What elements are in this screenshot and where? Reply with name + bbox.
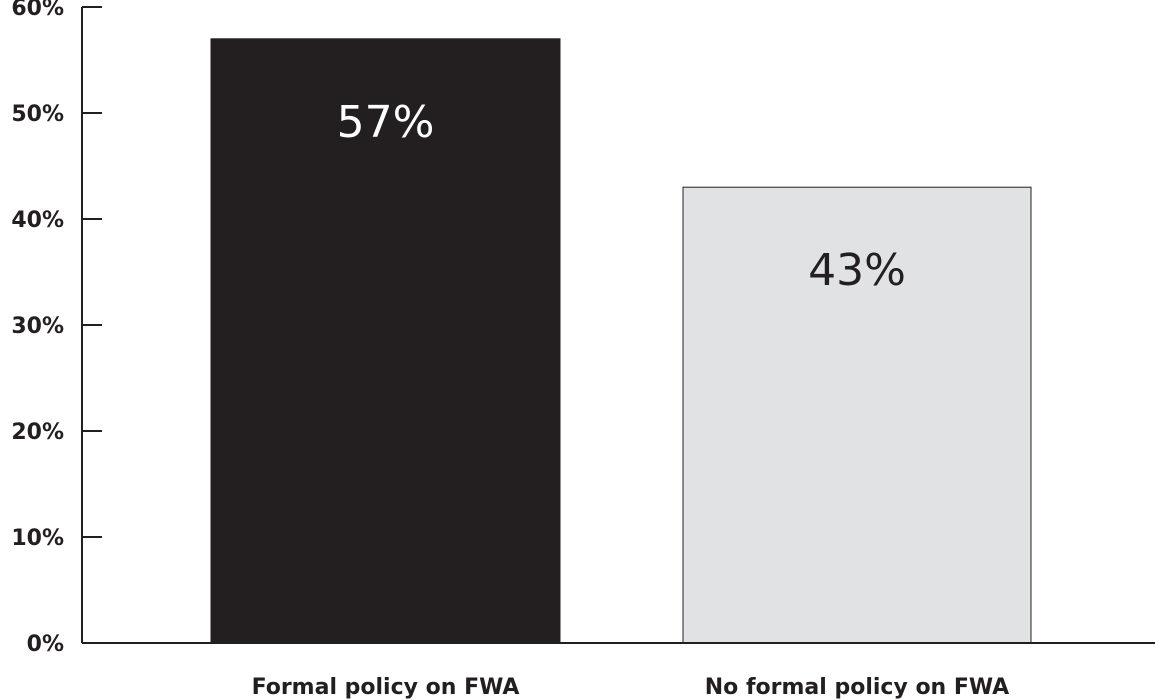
data-label: 57% [337, 97, 435, 148]
y-tick-label: 50% [11, 102, 64, 127]
x-axis: Formal policy on FWA No formal policy on … [82, 642, 1155, 700]
bars: 57% 43% [210, 38, 1032, 644]
y-axis: 0% 10% 20% 30% 40% 50% 60% [11, 0, 102, 657]
y-tick-label: 20% [11, 420, 64, 445]
x-category-label: No formal policy on FWA [705, 675, 1009, 700]
y-tick-label: 40% [11, 208, 64, 233]
y-tick-label: 30% [11, 314, 64, 339]
x-category-label: Formal policy on FWA [252, 675, 520, 700]
y-tick-label: 60% [11, 0, 64, 21]
y-tick-label: 10% [11, 526, 64, 551]
data-label: 43% [808, 245, 906, 296]
bar [682, 186, 1032, 644]
y-tick-label: 0% [27, 632, 64, 657]
